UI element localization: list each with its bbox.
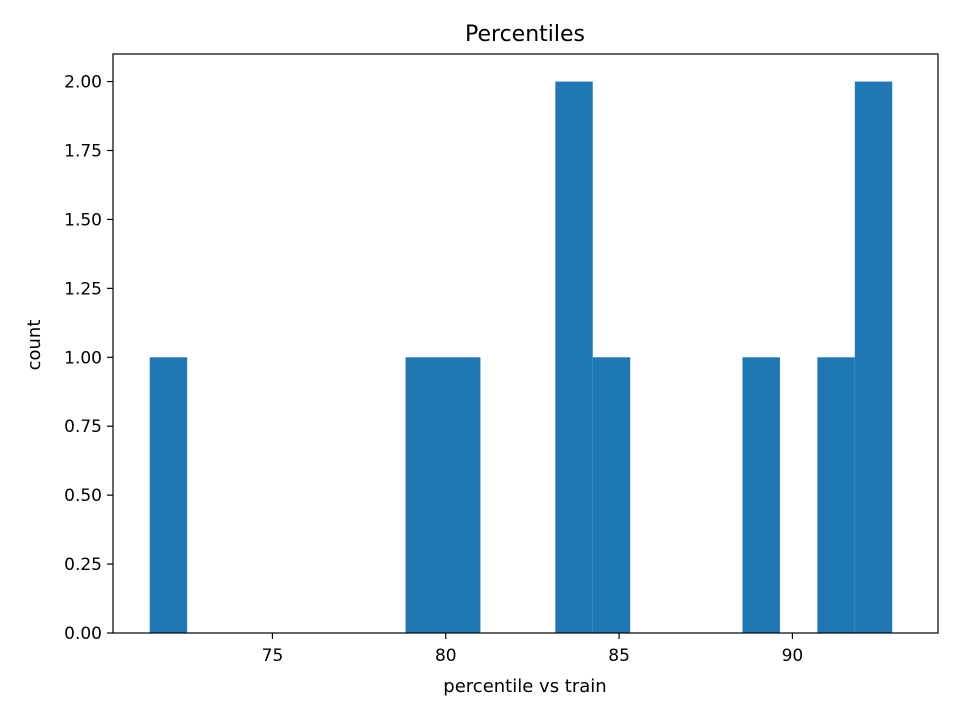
x-tick-label: 80: [435, 646, 457, 666]
y-tick-label: 0.25: [64, 555, 102, 575]
chart-title: Percentiles: [465, 22, 585, 47]
histogram-bar: [443, 357, 481, 633]
histogram-bar: [817, 357, 855, 633]
x-tick-label: 75: [262, 646, 284, 666]
histogram-bar: [405, 357, 443, 633]
x-axis-title: percentile vs train: [443, 676, 606, 697]
y-tick-label: 2.00: [64, 73, 102, 93]
y-tick-label: 1.50: [64, 210, 102, 230]
x-tick-label: 90: [782, 646, 804, 666]
y-axis: 0.00 0.25 0.50 0.75 1.00 1.25 1.50 1.75 2.00: [64, 73, 113, 644]
histogram-bar: [555, 81, 593, 634]
histogram-bar: [592, 357, 631, 633]
y-axis-title: count: [24, 320, 45, 371]
y-tick-label: 1.00: [64, 348, 102, 368]
histogram-bar: [149, 357, 188, 633]
y-tick-label: 1.25: [64, 279, 102, 299]
y-tick-label: 0.00: [64, 624, 102, 644]
y-tick-label: 0.75: [64, 417, 102, 437]
x-axis: 75 80 85 90: [262, 633, 804, 666]
histogram-bar: [742, 357, 780, 633]
histogram-bar: [854, 81, 893, 634]
y-tick-label: 1.75: [64, 142, 102, 162]
plot-frame: [112, 53, 939, 634]
y-tick-label: 0.50: [64, 486, 102, 506]
bars-group: [149, 81, 893, 634]
x-tick-label: 85: [608, 646, 630, 666]
